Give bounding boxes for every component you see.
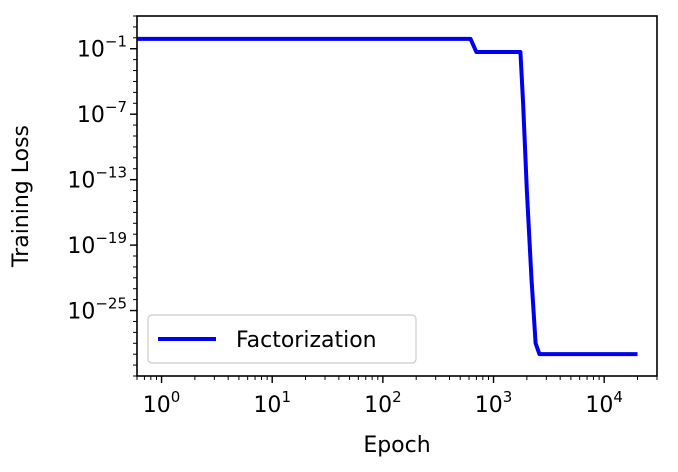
y-tick-label: 10−7 (77, 98, 127, 128)
y-axis: 10−1 10−7 10−13 10−19 10−25 (67, 15, 137, 377)
x-axis: 100 101 102 103 104 (136, 376, 658, 418)
legend-label-factorization: Factorization (236, 328, 377, 353)
y-axis-label: Training Loss (9, 125, 34, 268)
x-tick-label: 100 (143, 388, 181, 418)
series-layer (137, 36, 638, 357)
x-tick-label: 104 (585, 388, 623, 418)
x-tick-label: 101 (253, 388, 291, 418)
plot-frame (136, 15, 658, 377)
series-line-factorization (137, 36, 638, 357)
x-tick-label: 103 (475, 388, 513, 418)
y-tick-label: 10−19 (67, 229, 127, 259)
y-tick-label: 10−25 (67, 295, 127, 325)
y-tick-label: 10−13 (67, 164, 127, 194)
legend: Factorization (147, 314, 417, 364)
y-tick-label: 10−1 (77, 33, 127, 63)
legend-box (147, 314, 417, 364)
x-tick-label: 102 (364, 388, 402, 418)
x-axis-label: Epoch (363, 433, 430, 458)
